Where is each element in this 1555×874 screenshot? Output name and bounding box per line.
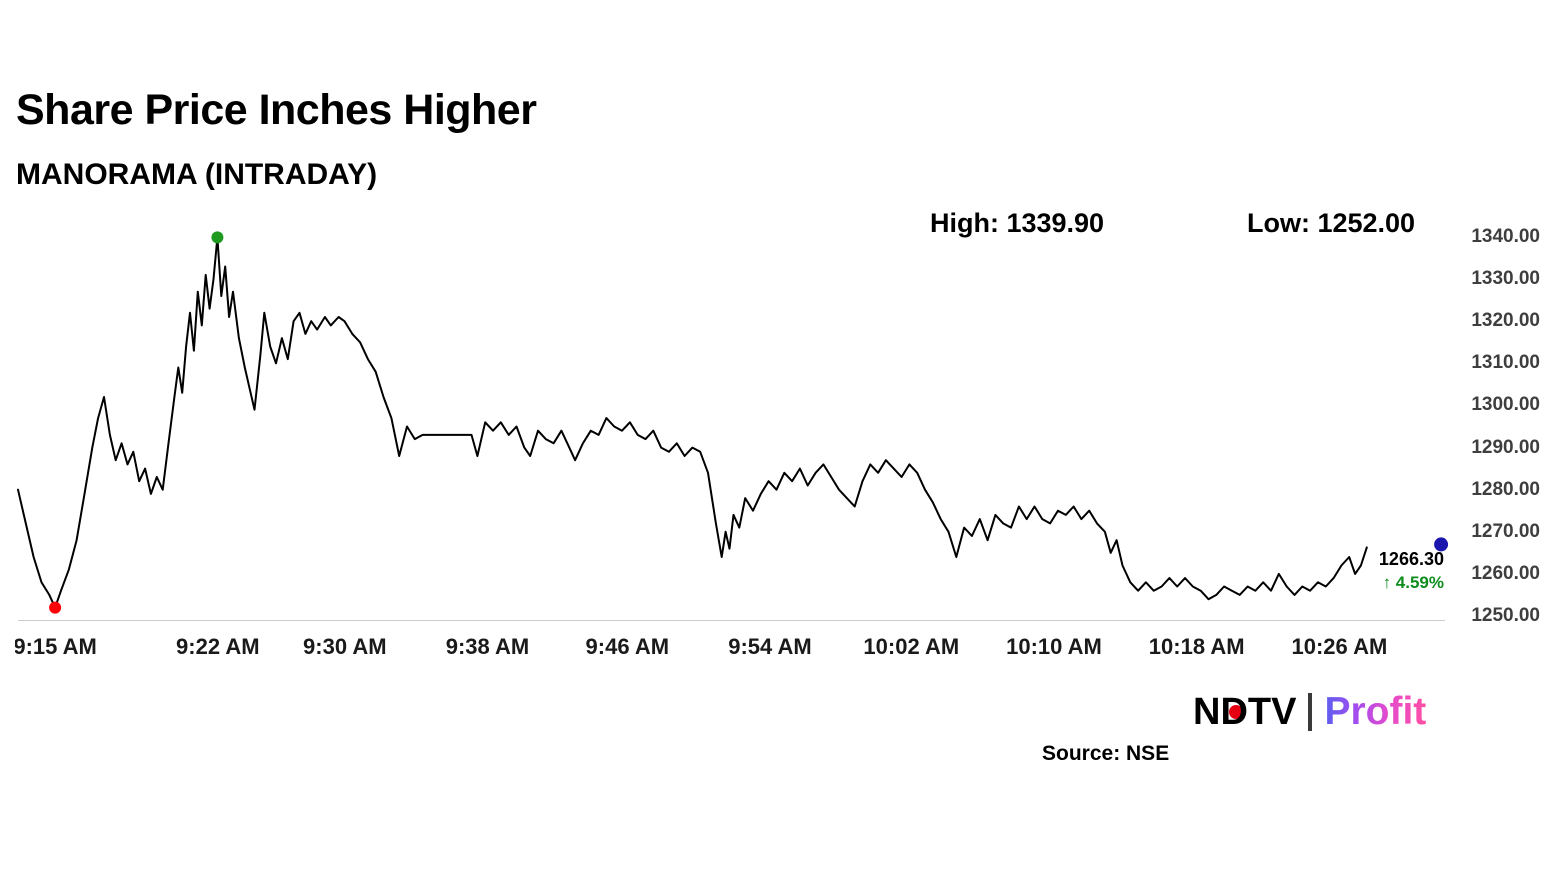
last-marker [1434, 537, 1448, 552]
y-axis-label: 1320.00 [1471, 310, 1540, 332]
y-axis-label: 1280.00 [1471, 478, 1540, 500]
intraday-line-chart: 9:15 AM 9:22 AM 9:30 AM 9:38 AM 9:46 AM 9:54 … [15, 231, 1448, 659]
last-price-value: 1266.30 [1378, 549, 1444, 569]
source-attribution: Source: NSE [1042, 742, 1170, 765]
profit-logo-text: Profit [1324, 690, 1427, 733]
x-axis-label: 9:30 AM [303, 634, 387, 659]
x-axis-label: 9:38 AM [446, 634, 530, 659]
y-axis-label: 1290.00 [1471, 436, 1540, 458]
low-marker [49, 601, 62, 614]
ndtv-logo-text: NDTV [1193, 690, 1297, 733]
y-axis-label: 1330.00 [1471, 268, 1540, 290]
high-marker [211, 231, 224, 244]
y-axis-label: 1250.00 [1471, 604, 1540, 626]
x-axis-label: 9:54 AM [728, 634, 812, 659]
ndtv-logo: NDTV [1193, 691, 1296, 734]
low-value-label: Low: 1252.00 [1247, 208, 1416, 238]
x-axis-label: 9:46 AM [586, 634, 670, 659]
x-axis-label: 10:10 AM [1006, 634, 1102, 659]
x-axis-label: 10:18 AM [1149, 634, 1245, 659]
page-title: Share Price Inches Higher [16, 86, 537, 134]
y-axis-label: 1340.00 [1471, 226, 1540, 247]
y-axis-label: 1260.00 [1471, 562, 1540, 584]
y-axis-label: 1270.00 [1471, 520, 1540, 542]
price-line [17, 236, 1368, 609]
y-axis-label: 1310.00 [1471, 352, 1540, 374]
ndtv-profit-logo: NDTV Profit [1193, 686, 1426, 738]
ndtv-logo-red-dot-icon [1229, 704, 1243, 719]
last-price-callout: 1266.30 ↑ 4.59% [1358, 549, 1444, 593]
logo-divider [1308, 693, 1313, 731]
x-axis-label: 10:02 AM [863, 634, 959, 659]
high-value-label: High: 1339.90 [930, 208, 1105, 238]
x-axis-label: 9:15 AM [15, 634, 97, 659]
price-change-badge: ↑ 4.59% [1382, 573, 1444, 592]
x-axis-label: 9:22 AM [176, 634, 260, 659]
x-axis-label: 10:26 AM [1292, 634, 1388, 659]
chart-subtitle: MANORAMA (INTRADAY) [16, 158, 378, 191]
y-axis-label: 1300.00 [1471, 394, 1540, 416]
y-axis: 1340.00 1330.00 1320.00 1310.00 1300.00 1290.… [1447, 0, 1540, 874]
